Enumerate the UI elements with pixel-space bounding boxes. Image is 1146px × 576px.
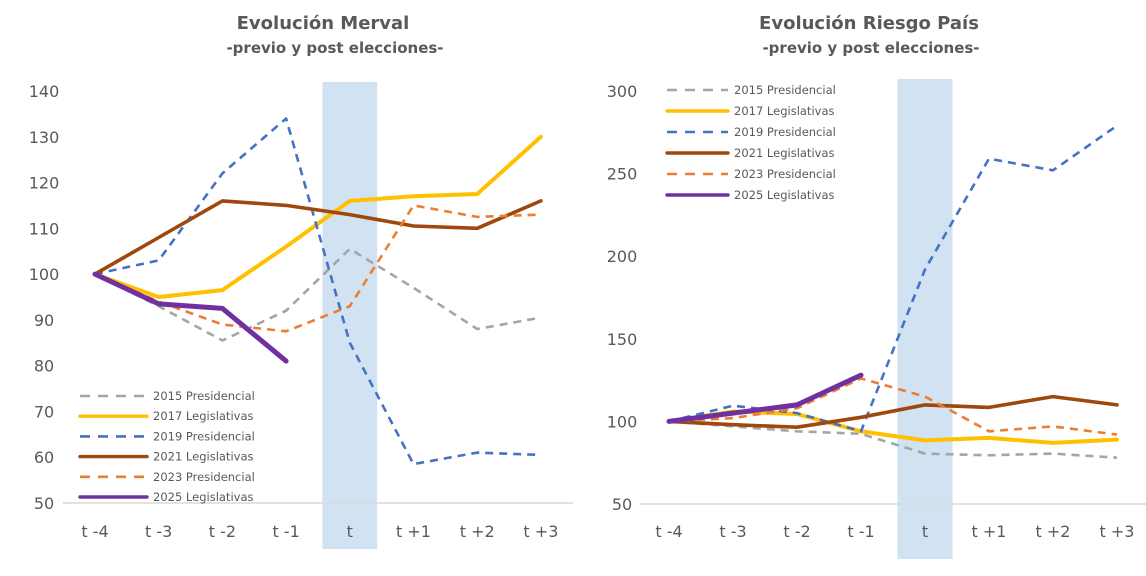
legend-item: 2025 Legislativas xyxy=(665,188,834,202)
y-tick-label: 200 xyxy=(607,247,638,266)
x-tick-label: t -4 xyxy=(655,522,682,541)
legend-label: 2023 Presidencial xyxy=(153,470,255,484)
y-tick-label: 70 xyxy=(34,402,54,421)
legend-label: 2015 Presidencial xyxy=(153,389,255,403)
y-tick-label: 100 xyxy=(29,265,60,284)
legend-item: 2021 Legislativas xyxy=(665,146,834,160)
y-tick-label: 50 xyxy=(612,495,632,514)
x-tick-label: t -2 xyxy=(209,522,236,541)
legend-label: 2019 Presidencial xyxy=(734,125,836,139)
series-line-2025-legislativas xyxy=(666,372,864,424)
x-tick-label: t +1 xyxy=(972,522,1007,541)
legend-item: 2015 Presidencial xyxy=(667,83,836,97)
series-line-2017-legislativas xyxy=(93,134,543,299)
legend-label: 2017 Legislativas xyxy=(153,409,253,423)
legend-label: 2021 Legislativas xyxy=(153,450,253,464)
legend-item: 2019 Presidencial xyxy=(667,125,836,139)
chart-subtitle: -previo y post elecciones- xyxy=(226,39,443,57)
y-tick-label: 50 xyxy=(34,494,54,513)
legend-item: 2019 Presidencial xyxy=(80,429,255,443)
x-tick-label: t +1 xyxy=(396,522,431,541)
chart-title: Evolución Riesgo País xyxy=(759,13,979,34)
y-tick-label: 150 xyxy=(607,330,638,349)
legend-label: 2023 Presidencial xyxy=(734,167,836,181)
x-tick-label: t xyxy=(922,522,928,541)
legend-label: 2021 Legislativas xyxy=(734,146,834,160)
series-line-2015-presidencial xyxy=(668,420,1118,459)
legend-item: 2021 Legislativas xyxy=(78,450,253,464)
legend-item: 2017 Legislativas xyxy=(78,409,253,423)
highlight-band xyxy=(897,79,953,559)
y-tick-label: 140 xyxy=(29,82,60,101)
chart-subtitle: -previo y post elecciones- xyxy=(762,39,979,57)
legend: 2015 Presidencial 2017 Legislativas 2019 P… xyxy=(78,389,255,504)
legend-item: 2025 Legislativas xyxy=(78,490,253,504)
merval-chart: Evolución Merval -previo y post eleccion… xyxy=(29,13,573,549)
series-line-2021-legislativas xyxy=(667,394,1119,430)
series-line-2025-legislativas xyxy=(92,271,289,364)
legend-item: 2017 Legislativas xyxy=(665,104,834,118)
x-tick-label: t +2 xyxy=(1036,522,1071,541)
legend-item: 2023 Presidencial xyxy=(667,167,836,181)
legend-label: 2025 Legislativas xyxy=(734,188,834,202)
x-tick-label: t -3 xyxy=(719,522,746,541)
x-tick-label: t +2 xyxy=(460,522,495,541)
legend-label: 2025 Legislativas xyxy=(153,490,253,504)
legend-label: 2017 Legislativas xyxy=(734,104,834,118)
x-tick-label: t -2 xyxy=(783,522,810,541)
y-tick-label: 120 xyxy=(29,174,60,193)
x-tick-label: t -3 xyxy=(145,522,172,541)
y-tick-label: 100 xyxy=(607,412,638,431)
x-tick-label: t +3 xyxy=(523,522,558,541)
legend-label: 2019 Presidencial xyxy=(153,429,255,443)
x-tick-label: t xyxy=(347,522,353,541)
y-tick-label: 80 xyxy=(34,357,54,376)
legend-item: 2023 Presidencial xyxy=(80,470,255,484)
y-tick-label: 90 xyxy=(34,311,54,330)
legend-item: 2015 Presidencial xyxy=(80,389,255,403)
y-tick-label: 60 xyxy=(34,448,54,467)
y-tick-label: 130 xyxy=(29,128,60,147)
x-tick-label: t -1 xyxy=(272,522,299,541)
series-line-2015-presidencial xyxy=(94,247,542,342)
chart-title: Evolución Merval xyxy=(237,13,410,34)
legend: 2015 Presidencial 2017 Legislativas 2019 P… xyxy=(665,83,836,202)
legend-label: 2015 Presidencial xyxy=(734,83,836,97)
riesgo-pais-chart: Evolución Riesgo País -previo y post ele… xyxy=(607,13,1146,559)
y-tick-label: 300 xyxy=(607,82,638,101)
x-tick-label: t -4 xyxy=(81,522,108,541)
series-line-2021-legislativas xyxy=(93,199,543,276)
series-line-2019-presidencial xyxy=(668,124,1118,433)
x-tick-label: t -1 xyxy=(847,522,874,541)
series-line-2023-presidencial xyxy=(668,377,1118,436)
highlight-band xyxy=(322,82,378,549)
x-tick-label: t +3 xyxy=(1100,522,1135,541)
y-tick-label: 110 xyxy=(29,219,60,238)
y-tick-label: 250 xyxy=(607,165,638,184)
